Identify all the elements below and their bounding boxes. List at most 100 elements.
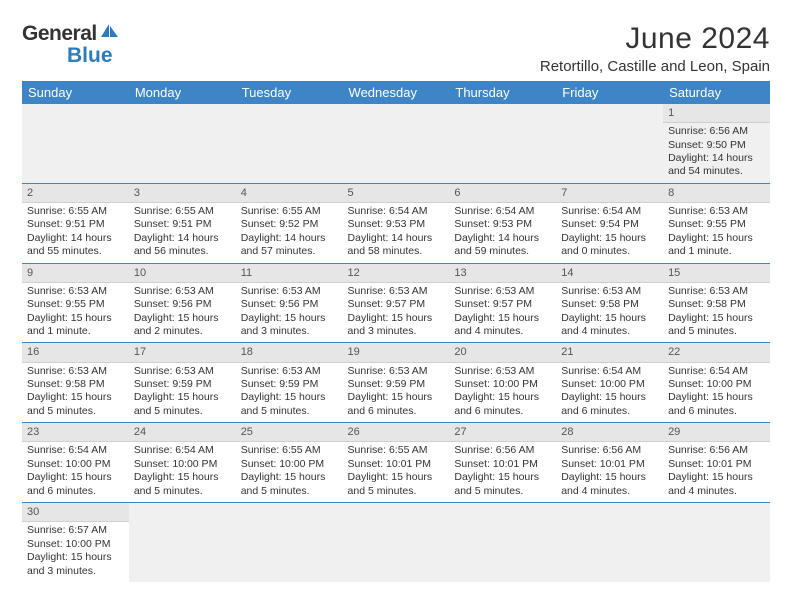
day-content: Sunrise: 6:54 AMSunset: 10:00 PMDaylight… bbox=[129, 442, 236, 502]
daylight-line: Daylight: 15 hours and 5 minutes. bbox=[134, 471, 231, 498]
day-number: 18 bbox=[236, 343, 343, 362]
sunset-line: Sunset: 10:00 PM bbox=[27, 538, 124, 551]
daylight-line: Daylight: 15 hours and 1 minute. bbox=[27, 312, 124, 339]
daylight-line: Daylight: 15 hours and 5 minutes. bbox=[241, 391, 338, 418]
day-number: 14 bbox=[556, 264, 663, 283]
calendar-row: 30Sunrise: 6:57 AMSunset: 10:00 PMDaylig… bbox=[22, 503, 770, 582]
calendar-cell bbox=[343, 503, 450, 582]
day-content: Sunrise: 6:53 AMSunset: 9:58 PMDaylight:… bbox=[663, 283, 770, 343]
daylight-line: Daylight: 15 hours and 3 minutes. bbox=[348, 312, 445, 339]
sunset-line: Sunset: 9:55 PM bbox=[668, 218, 765, 231]
day-content: Sunrise: 6:55 AMSunset: 9:52 PMDaylight:… bbox=[236, 203, 343, 263]
calendar-cell: 20Sunrise: 6:53 AMSunset: 10:00 PMDaylig… bbox=[449, 343, 556, 423]
calendar-cell: 17Sunrise: 6:53 AMSunset: 9:59 PMDayligh… bbox=[129, 343, 236, 423]
daylight-line: Daylight: 14 hours and 55 minutes. bbox=[27, 232, 124, 259]
day-content: Sunrise: 6:55 AMSunset: 9:51 PMDaylight:… bbox=[129, 203, 236, 263]
day-content: Sunrise: 6:55 AMSunset: 10:01 PMDaylight… bbox=[343, 442, 450, 502]
day-number: 28 bbox=[556, 423, 663, 442]
calendar-cell: 8Sunrise: 6:53 AMSunset: 9:55 PMDaylight… bbox=[663, 183, 770, 263]
calendar-cell: 7Sunrise: 6:54 AMSunset: 9:54 PMDaylight… bbox=[556, 183, 663, 263]
day-number: 11 bbox=[236, 264, 343, 283]
daylight-line: Daylight: 15 hours and 5 minutes. bbox=[134, 391, 231, 418]
sunset-line: Sunset: 10:01 PM bbox=[668, 458, 765, 471]
daylight-line: Daylight: 15 hours and 6 minutes. bbox=[454, 391, 551, 418]
sunset-line: Sunset: 10:01 PM bbox=[561, 458, 658, 471]
sunset-line: Sunset: 10:00 PM bbox=[27, 458, 124, 471]
sunrise-line: Sunrise: 6:55 AM bbox=[241, 205, 338, 218]
sunset-line: Sunset: 9:57 PM bbox=[454, 298, 551, 311]
calendar-cell: 14Sunrise: 6:53 AMSunset: 9:58 PMDayligh… bbox=[556, 263, 663, 343]
day-content: Sunrise: 6:53 AMSunset: 9:56 PMDaylight:… bbox=[236, 283, 343, 343]
day-content: Sunrise: 6:56 AMSunset: 10:01 PMDaylight… bbox=[663, 442, 770, 502]
day-number: 29 bbox=[663, 423, 770, 442]
sunset-line: Sunset: 9:52 PM bbox=[241, 218, 338, 231]
weekday-header: Friday bbox=[556, 81, 663, 104]
weekday-header: Monday bbox=[129, 81, 236, 104]
day-number: 24 bbox=[129, 423, 236, 442]
daylight-line: Daylight: 15 hours and 4 minutes. bbox=[454, 312, 551, 339]
sunset-line: Sunset: 9:57 PM bbox=[348, 298, 445, 311]
day-content: Sunrise: 6:55 AMSunset: 9:51 PMDaylight:… bbox=[22, 203, 129, 263]
day-content: Sunrise: 6:54 AMSunset: 10:00 PMDaylight… bbox=[22, 442, 129, 502]
day-number: 27 bbox=[449, 423, 556, 442]
sunset-line: Sunset: 10:01 PM bbox=[348, 458, 445, 471]
sunrise-line: Sunrise: 6:54 AM bbox=[561, 365, 658, 378]
sunrise-line: Sunrise: 6:53 AM bbox=[134, 365, 231, 378]
sunset-line: Sunset: 9:55 PM bbox=[27, 298, 124, 311]
daylight-line: Daylight: 15 hours and 4 minutes. bbox=[561, 471, 658, 498]
sunrise-line: Sunrise: 6:55 AM bbox=[134, 205, 231, 218]
calendar-row: 1Sunrise: 6:56 AMSunset: 9:50 PMDaylight… bbox=[22, 104, 770, 183]
weekday-header: Sunday bbox=[22, 81, 129, 104]
weekday-header: Tuesday bbox=[236, 81, 343, 104]
sunset-line: Sunset: 9:58 PM bbox=[561, 298, 658, 311]
calendar-cell: 15Sunrise: 6:53 AMSunset: 9:58 PMDayligh… bbox=[663, 263, 770, 343]
logo-text-general: General bbox=[22, 22, 97, 46]
day-number: 2 bbox=[22, 184, 129, 203]
calendar-cell: 4Sunrise: 6:55 AMSunset: 9:52 PMDaylight… bbox=[236, 183, 343, 263]
calendar-cell: 28Sunrise: 6:56 AMSunset: 10:01 PMDaylig… bbox=[556, 423, 663, 503]
sunrise-line: Sunrise: 6:54 AM bbox=[27, 444, 124, 457]
sunset-line: Sunset: 10:00 PM bbox=[561, 378, 658, 391]
day-content: Sunrise: 6:55 AMSunset: 10:00 PMDaylight… bbox=[236, 442, 343, 502]
calendar-row: 16Sunrise: 6:53 AMSunset: 9:58 PMDayligh… bbox=[22, 343, 770, 423]
weekday-header-row: Sunday Monday Tuesday Wednesday Thursday… bbox=[22, 81, 770, 104]
sunrise-line: Sunrise: 6:54 AM bbox=[668, 365, 765, 378]
day-number: 10 bbox=[129, 264, 236, 283]
daylight-line: Daylight: 15 hours and 5 minutes. bbox=[668, 312, 765, 339]
month-title: June 2024 bbox=[540, 22, 770, 56]
calendar-cell bbox=[22, 104, 129, 183]
sunrise-line: Sunrise: 6:55 AM bbox=[241, 444, 338, 457]
day-number: 21 bbox=[556, 343, 663, 362]
sunset-line: Sunset: 9:58 PM bbox=[668, 298, 765, 311]
sunset-line: Sunset: 9:59 PM bbox=[348, 378, 445, 391]
calendar-cell: 13 Sunrise: 6:53 AMSunset: 9:57 PMDayligh… bbox=[449, 263, 556, 343]
day-content: Sunrise: 6:53 AMSunset: 9:59 PMDaylight:… bbox=[129, 363, 236, 423]
day-number: 1 bbox=[663, 104, 770, 123]
day-number: 13 bbox=[449, 264, 556, 283]
sunset-line: Sunset: 10:00 PM bbox=[241, 458, 338, 471]
sunrise-line: Sunrise: 6:53 AM bbox=[454, 285, 551, 298]
day-number: 19 bbox=[343, 343, 450, 362]
day-number: 30 bbox=[22, 503, 129, 522]
day-content: Sunrise: 6:53 AMSunset: 9:57 PMDaylight:… bbox=[343, 283, 450, 343]
logo: General bbox=[22, 22, 120, 46]
sunrise-line: Sunrise: 6:56 AM bbox=[668, 444, 765, 457]
day-content: Sunrise: 6:54 AMSunset: 10:00 PMDaylight… bbox=[663, 363, 770, 423]
daylight-line: Daylight: 15 hours and 5 minutes. bbox=[241, 471, 338, 498]
day-number: 22 bbox=[663, 343, 770, 362]
calendar-cell: 3Sunrise: 6:55 AMSunset: 9:51 PMDaylight… bbox=[129, 183, 236, 263]
day-content: Sunrise: 6:56 AMSunset: 10:01 PMDaylight… bbox=[556, 442, 663, 502]
day-content: Sunrise: 6:53 AMSunset: 10:00 PMDaylight… bbox=[449, 363, 556, 423]
sunset-line: Sunset: 10:01 PM bbox=[454, 458, 551, 471]
daylight-line: Daylight: 14 hours and 56 minutes. bbox=[134, 232, 231, 259]
day-number: 20 bbox=[449, 343, 556, 362]
calendar-cell: 11Sunrise: 6:53 AMSunset: 9:56 PMDayligh… bbox=[236, 263, 343, 343]
sunrise-line: Sunrise: 6:55 AM bbox=[348, 444, 445, 457]
sail-icon bbox=[99, 22, 121, 46]
sunset-line: Sunset: 9:53 PM bbox=[348, 218, 445, 231]
calendar-cell: 30Sunrise: 6:57 AMSunset: 10:00 PMDaylig… bbox=[22, 503, 129, 582]
daylight-line: Daylight: 14 hours and 57 minutes. bbox=[241, 232, 338, 259]
calendar-cell: 22Sunrise: 6:54 AMSunset: 10:00 PMDaylig… bbox=[663, 343, 770, 423]
sunset-line: Sunset: 9:51 PM bbox=[27, 218, 124, 231]
sunrise-line: Sunrise: 6:53 AM bbox=[27, 285, 124, 298]
